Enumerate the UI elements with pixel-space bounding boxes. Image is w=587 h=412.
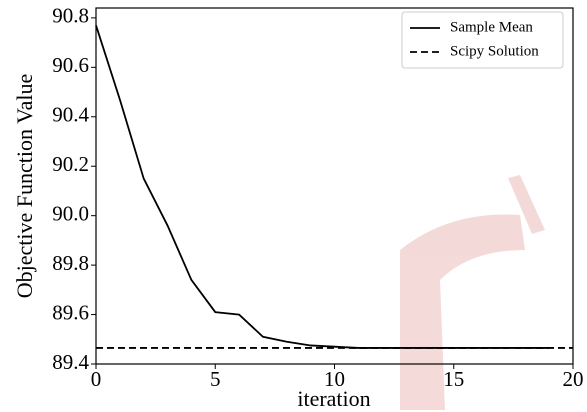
y-tick-label: 89.6 — [52, 300, 89, 324]
x-tick-label: 15 — [443, 367, 464, 391]
x-axis-label: iteration — [297, 386, 370, 411]
legend-label: Sample Mean — [450, 19, 533, 35]
y-tick-label: 90.6 — [52, 53, 89, 77]
line — [95, 25, 550, 349]
x-tick-label: 5 — [210, 367, 221, 391]
x-tick-label: 0 — [91, 367, 102, 391]
legend-label: Scipy Solution — [450, 43, 539, 59]
legend-box — [401, 11, 564, 69]
y-tick-label: 89.4 — [52, 350, 89, 374]
y-axis-label: Objective Function Value — [12, 74, 37, 298]
watermark — [400, 175, 545, 410]
x-tick-label: 20 — [563, 367, 584, 391]
y-tick-label: 90.0 — [52, 201, 89, 225]
y-tick-label: 90.2 — [52, 152, 89, 176]
y-tick-label: 90.4 — [52, 103, 89, 127]
x-tick-label: 10 — [324, 367, 345, 391]
y-tick-label: 90.8 — [52, 4, 89, 28]
y-tick-label: 89.8 — [52, 251, 89, 275]
